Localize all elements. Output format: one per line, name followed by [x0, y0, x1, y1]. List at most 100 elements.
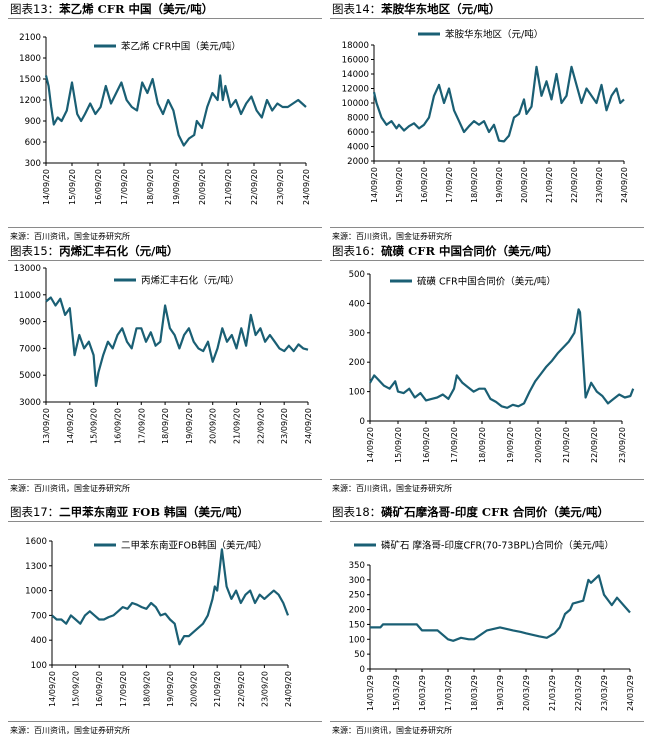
- y-tick-label: 100: [349, 388, 365, 398]
- x-tick-label: 14/09/20: [48, 671, 57, 707]
- x-tick-label: 21/09/20: [233, 408, 242, 444]
- y-tick-label: 13000: [14, 264, 41, 274]
- chart-panel-15: 图表15：丙烯汇丰石化（元/吨） 3000 5000 7000 9000 11000 13…: [8, 242, 322, 500]
- line-chart: 100 400 700 1000 1300 1600 14/09/20 15/09/20 16/…: [25, 537, 293, 707]
- chart-title: 图表15：丙烯汇丰石化（元/吨）: [10, 243, 178, 259]
- y-tick-label: 1800: [19, 54, 41, 64]
- x-tick-label: 21/09/20: [545, 167, 554, 203]
- x-tick-label: 14/03/29: [366, 675, 375, 711]
- title-divider: [330, 260, 644, 261]
- figure-title: 苯乙烯 CFR 中国（美元/吨）: [59, 2, 214, 16]
- x-tick-label: 22/09/20: [237, 671, 246, 707]
- figure-number: 图表15：: [10, 244, 60, 258]
- legend-label: 苯乙烯 CFR中国（美元/吨）: [121, 41, 241, 53]
- figure-title: 磷矿石摩洛哥-印度 CFR 合同价（美元/吨）: [381, 505, 609, 519]
- x-tick-label: 24/09/20: [620, 167, 629, 203]
- y-tick-label: 900: [25, 117, 41, 127]
- y-tick-label: 1600: [25, 537, 47, 547]
- x-tick-label: 22/09/20: [590, 427, 599, 463]
- y-tick-label: 100: [349, 635, 365, 645]
- x-tick-label: 17/09/20: [450, 427, 459, 463]
- x-tick-label: 22/03/29: [574, 675, 583, 711]
- x-tick-label: 15/03/29: [392, 675, 401, 711]
- x-tick-label: 15/09/20: [394, 427, 403, 463]
- y-tick-label: 150: [349, 620, 365, 630]
- x-tick-label: 18/09/20: [146, 169, 155, 205]
- x-tick-label: 18/09/20: [161, 408, 170, 444]
- legend-label: 二甲苯东南亚FOB韩国（美元/吨）: [121, 540, 267, 552]
- x-tick-label: 20/09/20: [534, 427, 543, 463]
- x-tick-label: 16/09/20: [94, 169, 103, 205]
- x-tick-label: 24/03/29: [626, 675, 635, 711]
- source-note: 来源：百川资讯，国金证券研究所: [332, 726, 452, 735]
- figure-title: 丙烯汇丰石化（元/吨）: [59, 244, 179, 258]
- chart-title: 图表16：硫磺 CFR 中国合同价（美元/吨）: [332, 243, 558, 259]
- x-tick-label: 20/09/20: [520, 167, 529, 203]
- chart-panel-14: 图表14：苯胺华东地区（元/吨） 2000 4000 6000 8000 10000 12…: [330, 0, 644, 245]
- title-divider: [8, 18, 322, 19]
- x-tick-label: 21/09/20: [213, 671, 222, 707]
- x-tick-label: 14/09/20: [66, 408, 75, 444]
- y-tick-label: 100: [31, 661, 47, 671]
- figure-title: 硫磺 CFR 中国合同价（美元/吨）: [381, 244, 559, 258]
- x-tick-label: 22/09/20: [250, 169, 259, 205]
- y-tick-label: 50: [354, 650, 365, 660]
- y-tick-label: 700: [31, 611, 47, 621]
- series-line: [51, 548, 290, 646]
- x-tick-label: 16/09/20: [113, 408, 122, 444]
- source-divider: [330, 721, 644, 722]
- x-tick-label: 21/09/20: [224, 169, 233, 205]
- x-tick-label: 18/03/29: [470, 675, 479, 711]
- y-tick-label: 8000: [347, 114, 369, 124]
- x-tick-label: 16/09/20: [95, 671, 104, 707]
- x-tick-label: 15/09/20: [90, 408, 99, 444]
- x-tick-label: 22/09/20: [256, 408, 265, 444]
- title-divider: [330, 521, 644, 522]
- y-tick-label: 6000: [347, 128, 369, 138]
- x-tick-label: 15/09/20: [72, 671, 81, 707]
- x-tick-label: 17/09/20: [119, 671, 128, 707]
- x-tick-label: 14/09/20: [366, 427, 375, 463]
- line-chart: 0 50 100 150 200 250 300 350 14/03/29 15/03/29 16/…: [349, 540, 635, 711]
- x-tick-label: 15/09/20: [68, 169, 77, 205]
- x-tick-label: 18/09/20: [470, 167, 479, 203]
- y-tick-label: 2000: [347, 157, 369, 167]
- y-tick-label: 500: [349, 270, 365, 280]
- x-tick-label: 21/09/20: [562, 427, 571, 463]
- figure-number: 图表13：: [10, 2, 60, 16]
- y-tick-label: 16000: [342, 56, 369, 66]
- source-note: 来源：百川资讯，国金证券研究所: [10, 484, 130, 493]
- x-tick-label: 14/09/20: [42, 169, 51, 205]
- x-tick-label: 24/09/20: [302, 169, 311, 205]
- y-tick-label: 7000: [19, 344, 41, 354]
- y-tick-label: 11000: [14, 291, 41, 301]
- chart-panel-18: 图表18：磷矿石摩洛哥-印度 CFR 合同价（美元/吨） 0 50 100 150 20…: [330, 503, 644, 740]
- legend-label: 丙烯汇丰石化（元/吨）: [141, 275, 239, 287]
- x-tick-label: 14/09/20: [370, 167, 379, 203]
- x-tick-label: 19/09/20: [185, 408, 194, 444]
- x-tick-label: 23/09/20: [595, 167, 604, 203]
- chart-title: 图表17：二甲苯东南亚 FOB 韩国（美元/吨）: [10, 504, 249, 520]
- x-tick-label: 20/09/20: [209, 408, 218, 444]
- x-tick-label: 19/09/20: [166, 671, 175, 707]
- x-tick-label: 18/09/20: [478, 427, 487, 463]
- y-tick-label: 300: [349, 576, 365, 586]
- y-tick-label: 0: [360, 417, 365, 427]
- figure-number: 图表17：: [10, 505, 60, 519]
- x-tick-label: 13/09/20: [42, 408, 51, 444]
- chart-panel-16: 图表16：硫磺 CFR 中国合同价（美元/吨） 0 100 200 300 400 500…: [330, 242, 644, 500]
- chart-title: 图表13：苯乙烯 CFR 中国（美元/吨）: [10, 1, 213, 17]
- x-tick-label: 17/09/20: [445, 167, 454, 203]
- y-tick-label: 1500: [19, 75, 41, 85]
- legend-label: 苯胺华东地区（元/吨）: [445, 29, 543, 41]
- x-tick-label: 21/03/29: [548, 675, 557, 711]
- x-tick-label: 18/09/20: [142, 671, 151, 707]
- x-tick-label: 19/09/20: [506, 427, 515, 463]
- y-tick-label: 9000: [19, 318, 41, 328]
- line-chart: 0 100 200 300 400 500 14/09/20 15/09/20 16/09/20…: [349, 270, 635, 463]
- y-tick-label: 350: [349, 561, 365, 571]
- y-tick-label: 12000: [342, 85, 369, 95]
- y-tick-label: 200: [349, 606, 365, 616]
- y-tick-label: 250: [349, 591, 365, 601]
- y-tick-label: 200: [349, 358, 365, 368]
